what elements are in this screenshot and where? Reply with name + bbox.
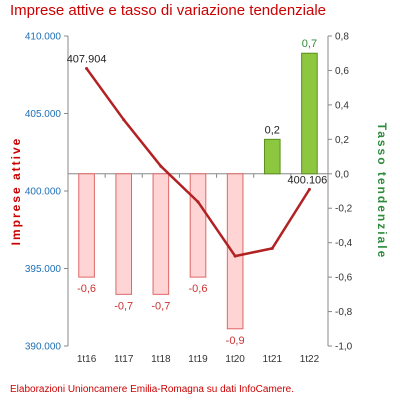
bar-value-label: -0,9: [226, 335, 245, 347]
chart-title: Imprese attive e tasso di variazione ten…: [10, 2, 327, 19]
right-axis-tick-label: -0,2: [335, 204, 353, 215]
bar-value-label: -0,7: [114, 300, 133, 312]
left-axis-tick-label: 410.000: [25, 32, 62, 43]
right-axis-tick-label: -0,8: [335, 307, 353, 318]
line-point: [122, 118, 126, 122]
x-axis-tick-label: 1t16: [77, 354, 97, 365]
x-axis-tick-label: 1t19: [188, 354, 208, 365]
left-axis-tick-label: 405.000: [25, 109, 62, 120]
bar-value-label: -0,6: [189, 283, 208, 295]
left-axis-tick-label: 395.000: [25, 264, 62, 275]
source-note: Elaborazioni Unioncamere Emilia-Romagna …: [10, 384, 295, 395]
line-point: [233, 254, 237, 258]
x-axis-tick-label: 1t17: [114, 354, 134, 365]
right-axis-tick-label: 0,6: [335, 66, 349, 77]
line-point: [85, 66, 89, 70]
bar-value-label: -0,6: [77, 283, 96, 295]
right-axis-title: Tasso tendenziale: [375, 123, 389, 259]
left-axis-title: Imprese attive: [9, 137, 23, 246]
bar: [226, 173, 244, 330]
right-axis-tick-label: -0,6: [335, 273, 353, 284]
line-value-label: 400.106: [288, 174, 328, 186]
line-point: [307, 187, 311, 191]
right-axis-tick-label: -0,4: [335, 238, 353, 249]
right-axis-tick-label: 0,2: [335, 135, 349, 146]
left-axis-tick-label: 390.000: [25, 342, 62, 353]
x-axis-tick-label: 1t20: [225, 354, 245, 365]
left-axis-tick-label: 400.000: [25, 187, 62, 198]
axes: 390.000395.000400.000405.000410.000-1,0-…: [9, 32, 389, 366]
line-point: [159, 164, 163, 168]
line-series: [85, 66, 311, 258]
bar: [152, 173, 170, 295]
x-axis-tick-label: 1t22: [300, 354, 320, 365]
bar: [78, 173, 95, 278]
x-axis-tick-label: 1t18: [151, 354, 171, 365]
line-point: [196, 200, 200, 204]
x-axis-tick-label: 1t21: [263, 354, 283, 365]
right-axis-tick-label: 0,8: [335, 32, 349, 43]
bar: [189, 173, 207, 278]
right-axis-tick-label: -1,0: [335, 342, 353, 353]
bar-value-label: 0,7: [302, 38, 317, 50]
bar-value-label: 0,2: [265, 124, 280, 136]
data-labels: -0,6 -0,7 -0,7 -0,6 -0,9 0,2 0,7 407.904 400.106: [67, 38, 328, 347]
line-point: [270, 246, 274, 250]
bar: [301, 52, 318, 175]
right-axis-tick-label: 0,0: [335, 169, 349, 180]
bar: [115, 173, 133, 295]
bar-value-label: -0,7: [151, 300, 170, 312]
bar: [263, 138, 281, 175]
right-axis-tick-label: 0,4: [335, 100, 349, 111]
line-value-label: 407.904: [67, 53, 107, 65]
